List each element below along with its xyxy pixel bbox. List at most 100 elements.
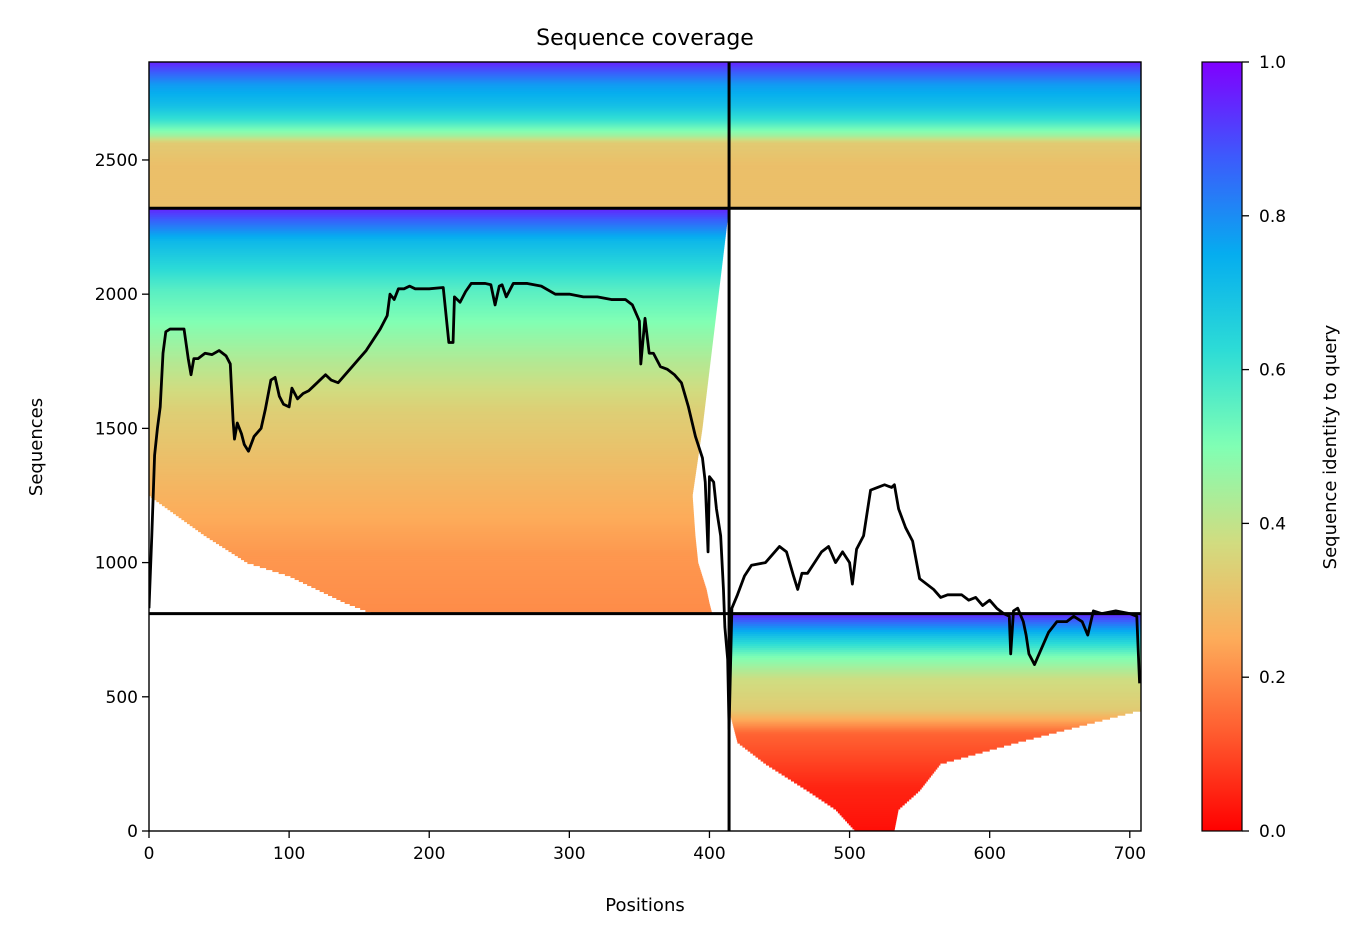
- identity-strip: [149, 437, 701, 441]
- identity-strip: [729, 673, 1141, 676]
- identity-strip: [149, 192, 730, 195]
- colorbar-tick-label: 1.0: [1259, 53, 1286, 73]
- identity-strip: [149, 270, 722, 273]
- identity-strip: [149, 316, 716, 319]
- identity-strip: [149, 362, 711, 365]
- identity-strip: [729, 675, 1141, 678]
- block-top-left: [149, 62, 730, 209]
- identity-strip: [149, 268, 722, 271]
- identity-strip: [729, 178, 1141, 181]
- identity-strip: [149, 298, 719, 301]
- colorbar-ticks: 0.0 0.2 0.4 0.6 0.8 1.0: [1242, 53, 1286, 842]
- identity-strip: [167, 507, 694, 511]
- identity-strip: [161, 503, 694, 507]
- identity-strip: [848, 823, 896, 826]
- x-tick-label: 100: [273, 844, 305, 864]
- identity-strip: [209, 537, 696, 541]
- identity-strip: [729, 641, 1141, 644]
- identity-strip: [729, 190, 1141, 193]
- identity-strip: [729, 74, 1141, 77]
- identity-strip: [228, 549, 697, 553]
- identity-strip: [149, 292, 719, 295]
- identity-strip: [729, 687, 1141, 690]
- identity-strip: [732, 721, 1095, 724]
- identity-strip: [729, 132, 1141, 135]
- identity-strip: [815, 795, 914, 798]
- identity-strip: [729, 140, 1141, 143]
- identity-strip: [149, 112, 730, 115]
- identity-strip: [149, 176, 730, 179]
- identity-strip: [149, 403, 706, 407]
- identity-strip: [149, 82, 730, 85]
- identity-strip: [149, 72, 730, 75]
- identity-strip: [818, 797, 912, 800]
- identity-strip: [729, 168, 1141, 171]
- identity-strip: [149, 306, 718, 309]
- identity-strip: [149, 276, 721, 279]
- identity-strip: [354, 605, 711, 608]
- identity-strip: [222, 545, 697, 549]
- identity-strip: [149, 310, 717, 313]
- identity-strip: [181, 517, 695, 521]
- identity-strip: [729, 701, 1141, 704]
- identity-strip: [149, 114, 730, 117]
- block-bottom-right: [729, 613, 1141, 831]
- identity-strip: [729, 130, 1141, 133]
- identity-strip: [149, 314, 717, 317]
- identity-strip: [729, 102, 1141, 105]
- identity-strip: [742, 745, 1005, 748]
- identity-strip: [149, 290, 720, 293]
- identity-strip: [253, 563, 699, 567]
- identity-strip: [729, 180, 1141, 183]
- identity-strip: [284, 573, 703, 577]
- x-tick-label: 300: [553, 844, 585, 864]
- identity-strip: [149, 272, 722, 275]
- identity-strip: [149, 244, 725, 247]
- identity-strip: [192, 525, 695, 529]
- identity-strip: [149, 372, 710, 375]
- identity-strip: [149, 262, 723, 265]
- identity-strip: [149, 102, 730, 105]
- identity-strip: [327, 593, 708, 597]
- identity-strip: [149, 266, 722, 269]
- identity-strip: [729, 96, 1141, 99]
- identity-strip: [784, 775, 932, 778]
- x-tick-label: 700: [1114, 844, 1146, 864]
- x-tick-label: 500: [833, 844, 865, 864]
- identity-strip: [852, 827, 895, 830]
- identity-strip: [794, 781, 927, 784]
- identity-strip: [149, 405, 706, 409]
- identity-strip: [149, 489, 694, 493]
- identity-strip: [149, 477, 696, 481]
- identity-strip: [729, 615, 1141, 618]
- identity-strip: [149, 158, 730, 161]
- identity-strip: [839, 813, 898, 816]
- x-tick-label: 200: [413, 844, 445, 864]
- identity-strip: [272, 569, 701, 573]
- identity-strip: [149, 344, 713, 347]
- identity-strip: [729, 683, 1141, 686]
- identity-strip: [729, 661, 1141, 664]
- identity-strip: [149, 352, 712, 355]
- identity-strip: [729, 647, 1141, 650]
- identity-strip: [149, 395, 707, 399]
- identity-strip: [729, 669, 1141, 672]
- identity-strip: [809, 791, 919, 794]
- identity-strip: [149, 280, 721, 283]
- identity-strip: [729, 66, 1141, 69]
- identity-strip: [149, 479, 695, 483]
- coverage-line: [149, 282, 1141, 731]
- identity-strip: [729, 623, 1141, 626]
- identity-strip: [149, 340, 714, 343]
- identity-strip: [186, 521, 695, 525]
- identity-strip: [311, 585, 706, 589]
- identity-strip: [765, 763, 941, 766]
- identity-strip: [729, 172, 1141, 175]
- identity-strip: [323, 591, 708, 595]
- identity-strip: [729, 663, 1141, 666]
- identity-strip: [149, 98, 730, 101]
- identity-strip: [149, 481, 695, 485]
- identity-strip: [215, 541, 697, 545]
- identity-strip: [149, 491, 694, 495]
